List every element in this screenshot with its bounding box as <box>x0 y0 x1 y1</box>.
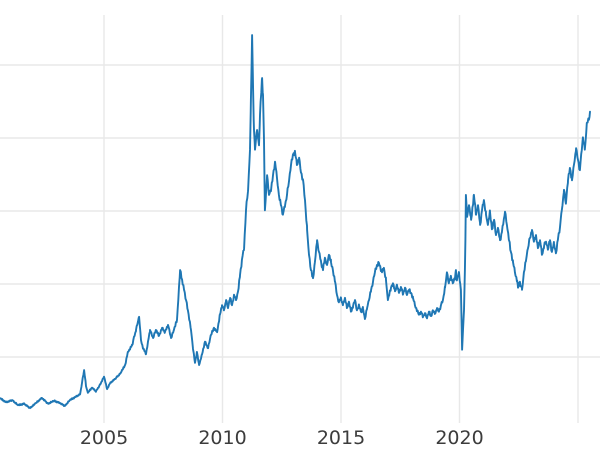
x-tick-label-2015: 2015 <box>317 427 365 449</box>
x-tick-label-2020: 2020 <box>435 427 483 449</box>
x-tick-label-2010: 2010 <box>198 427 246 449</box>
price-line <box>0 34 591 410</box>
x-tick-label-2005: 2005 <box>80 427 128 449</box>
